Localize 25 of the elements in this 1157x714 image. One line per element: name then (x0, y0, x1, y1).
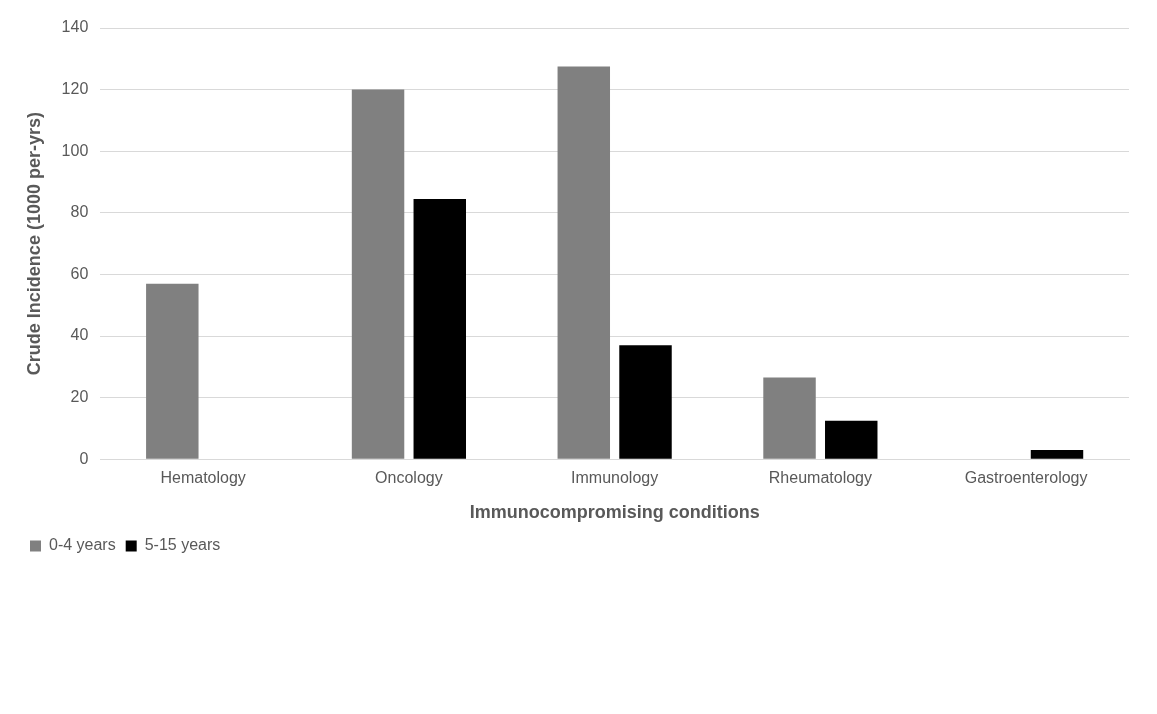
x-tick-label: Gastroenterology (964, 469, 1088, 487)
x-axis-title: Immunocompromising conditions (469, 502, 760, 523)
bar (351, 89, 405, 459)
legend-label: 0-4 years (49, 536, 116, 554)
bar (763, 377, 816, 459)
x-tick-label: Oncology (375, 469, 443, 487)
bar (1030, 449, 1084, 459)
x-tick-label: Immunology (571, 469, 659, 487)
x-tick-label: Hematology (160, 469, 246, 487)
y-tick-label: 140 (61, 18, 89, 36)
y-tick-label: 100 (61, 141, 89, 159)
y-tick-label: 40 (70, 326, 89, 344)
bar (825, 420, 878, 459)
bar (146, 283, 199, 459)
y-tick-label: 60 (70, 264, 89, 282)
legend-label: 5-15 years (144, 536, 221, 554)
bar (557, 66, 611, 459)
y-tick-label: 120 (61, 80, 89, 98)
x-tick-label: Rheumatology (768, 469, 872, 487)
y-axis-title: Crude Incidence (1000 per-yrs) (23, 112, 44, 376)
y-tick-label: 80 (70, 203, 89, 221)
y-tick-label: 0 (79, 449, 89, 467)
bar (413, 198, 466, 459)
y-tick-label: 20 (70, 388, 89, 406)
bar (619, 345, 672, 459)
